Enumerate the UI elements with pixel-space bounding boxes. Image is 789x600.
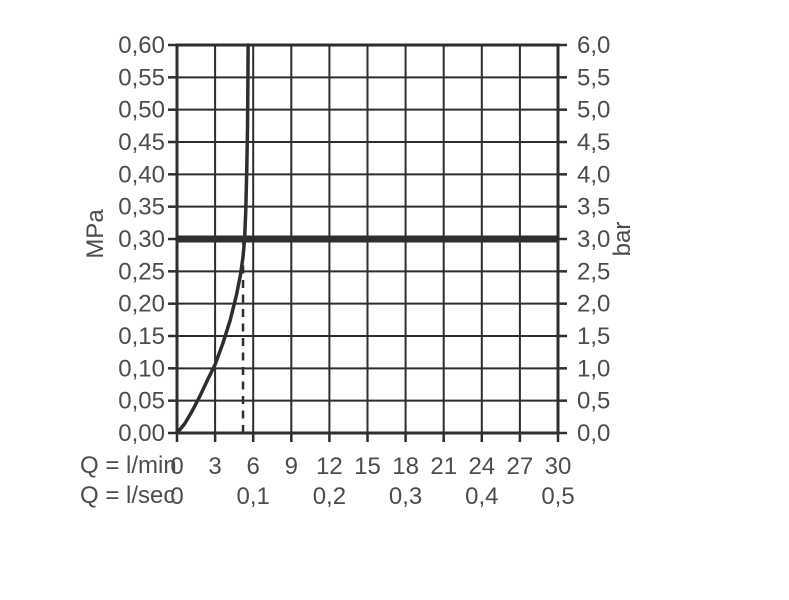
y-tick-label-mpa: 0,30 — [118, 226, 165, 253]
y-tick-label-mpa: 0,50 — [118, 97, 165, 124]
y-tick-label-bar: 3,5 — [577, 194, 610, 221]
y-tick-label-bar: 4,0 — [577, 161, 610, 188]
x-tick-label-lsec: 0,5 — [541, 483, 574, 510]
x-tick-label-lsec: 0,1 — [237, 483, 270, 510]
x-tick-label-lmin: 0 — [170, 453, 183, 480]
y-tick-label-mpa: 0,45 — [118, 129, 165, 156]
y-tick-label-mpa: 0,10 — [118, 355, 165, 382]
x-tick-label-lmin: 24 — [468, 453, 495, 480]
y-axis-unit-right: bar — [609, 221, 636, 257]
x-tick-label-lmin: 12 — [316, 453, 343, 480]
y-tick-label-mpa: 0,15 — [118, 323, 165, 350]
y-tick-label-bar: 5,0 — [577, 97, 610, 124]
y-tick-label-mpa: 0,25 — [118, 258, 165, 285]
y-tick-label-mpa: 0,00 — [118, 420, 165, 447]
x-tick-label-lsec: 0,2 — [313, 483, 346, 510]
x-tick-label-lmin: 21 — [430, 453, 457, 480]
flow-rate-curve — [175, 43, 250, 435]
y-tick-label-bar: 0,0 — [577, 420, 610, 447]
y-tick-label-mpa: 0,05 — [118, 388, 165, 415]
x-tick-label-lmin: 18 — [392, 453, 419, 480]
x-tick-label-lmin: 27 — [507, 453, 534, 480]
x-tick-label-lmin: 15 — [354, 453, 381, 480]
y-tick-label-mpa: 0,20 — [118, 291, 165, 318]
x-tick-label-lmin: 30 — [545, 453, 572, 480]
y-tick-label-mpa: 0,60 — [118, 32, 165, 59]
x-tick-label-lsec: 0,4 — [465, 483, 498, 510]
y-tick-label-bar: 5,5 — [577, 64, 610, 91]
y-tick-label-bar: 6,0 — [577, 32, 610, 59]
x-tick-label-lsec: 0,3 — [389, 483, 422, 510]
x-tick-label-lmin: 3 — [208, 453, 221, 480]
y-tick-label-bar: 2,5 — [577, 258, 610, 285]
y-tick-label-mpa: 0,35 — [118, 194, 165, 221]
x-axis-row-label-lmin: Q = l/min — [80, 452, 177, 479]
y-tick-label-bar: 1,5 — [577, 323, 610, 350]
x-tick-label-lmin: 9 — [285, 453, 298, 480]
y-tick-label-mpa: 0,55 — [118, 64, 165, 91]
x-axis-row-label-lsec: Q = l/sec — [80, 482, 176, 509]
y-tick-label-bar: 0,5 — [577, 388, 610, 415]
y-tick-label-bar: 4,5 — [577, 129, 610, 156]
y-tick-label-mpa: 0,40 — [118, 161, 165, 188]
x-tick-label-lmin: 6 — [247, 453, 260, 480]
y-axis-unit-left: MPa — [82, 209, 109, 259]
y-tick-label-bar: 2,0 — [577, 291, 610, 318]
y-tick-label-bar: 3,0 — [577, 226, 610, 253]
x-tick-label-lsec: 0 — [170, 483, 183, 510]
y-tick-label-bar: 1,0 — [577, 355, 610, 382]
